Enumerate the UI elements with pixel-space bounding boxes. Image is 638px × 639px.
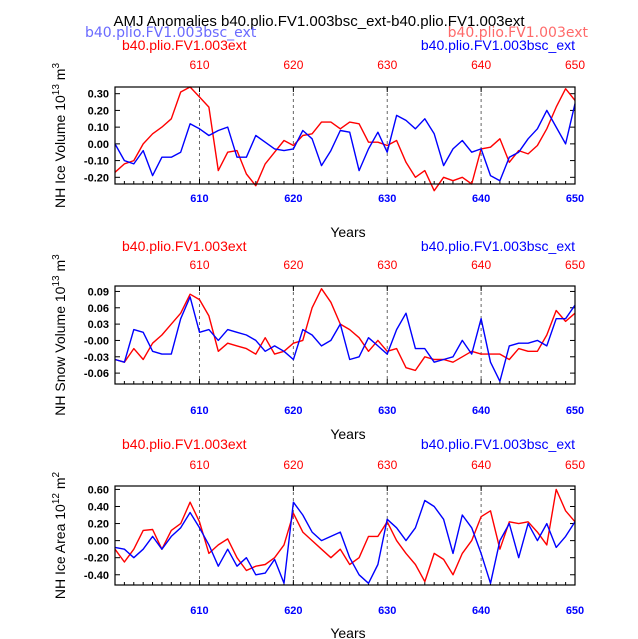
y-tick-label: -0.00 xyxy=(84,335,109,347)
y-tick-label: -0.20 xyxy=(84,553,109,565)
x-tick-label-top: 650 xyxy=(565,258,585,272)
x-tick-label-bottom: 610 xyxy=(190,605,208,617)
y-axis-label-exponent: 2 xyxy=(51,471,62,477)
y-tick-label: 0.60 xyxy=(88,484,109,496)
series-line-red xyxy=(114,488,576,583)
x-tick-label-top: 640 xyxy=(471,458,491,472)
x-tick-label-top: 610 xyxy=(189,458,209,472)
x-tick-label-bottom: 620 xyxy=(284,405,302,417)
y-axis-label-text: m xyxy=(52,69,68,85)
x-tick-label-top: 650 xyxy=(565,58,585,72)
y-axis-label-text: m xyxy=(52,477,68,493)
x-tick-label-bottom: 610 xyxy=(190,193,208,205)
x-tick-label-bottom: 640 xyxy=(472,405,490,417)
x-tick-label-top: 620 xyxy=(283,258,303,272)
y-axis-label-exponent: 3 xyxy=(51,254,62,260)
x-tick-label-bottom: 650 xyxy=(566,605,584,617)
x-axis-label: Years xyxy=(330,224,365,240)
y-axis-label-text: m xyxy=(52,260,68,276)
x-tick-label-bottom: 650 xyxy=(566,405,584,417)
x-tick-label-top: 630 xyxy=(377,458,397,472)
y-axis-label: NH Ice Volume 1013 m3 xyxy=(51,63,68,209)
y-tick-label: 0.10 xyxy=(88,122,109,134)
y-axis-label-exponent: 12 xyxy=(51,493,62,505)
series-line-red xyxy=(114,288,576,372)
series-line-red xyxy=(114,86,576,192)
y-tick-label: 0.00 xyxy=(88,139,109,151)
y-tick-label: -0.10 xyxy=(84,156,109,168)
y-axis-label-text: NH Ice Area 10 xyxy=(52,504,68,599)
x-tick-label-top: 610 xyxy=(189,258,209,272)
y-tick-label: 0.20 xyxy=(88,105,109,117)
y-axis-label-text: NH Snow Volume 10 xyxy=(52,286,68,415)
x-tick-label-top: 650 xyxy=(565,458,585,472)
x-tick-label-bottom: 630 xyxy=(378,405,396,417)
x-axis-label: Years xyxy=(330,625,365,639)
overlay-label-left: b40.plio.FV1.003bsc_ext xyxy=(85,25,257,41)
y-tick-label: 0.09 xyxy=(88,286,109,298)
panel-header-left: b40.plio.FV1.003ext xyxy=(122,436,247,452)
y-tick-label: -0.20 xyxy=(84,172,109,184)
y-tick-label: 0.06 xyxy=(88,303,109,315)
y-axis-label: NH Ice Area 1012 m2 xyxy=(51,471,68,599)
x-tick-label-top: 610 xyxy=(189,58,209,72)
y-tick-label: 0.40 xyxy=(88,501,109,513)
x-tick-label-top: 630 xyxy=(377,58,397,72)
x-tick-label-bottom: 640 xyxy=(472,605,490,617)
plot-frame xyxy=(114,86,576,185)
panel-header-right: b40.plio.FV1.003bsc_ext xyxy=(421,37,575,53)
panel-header-left: b40.plio.FV1.003ext xyxy=(122,37,247,53)
panel-header-right: b40.plio.FV1.003bsc_ext xyxy=(421,436,575,452)
panel-header-right: b40.plio.FV1.003bsc_ext xyxy=(421,238,575,254)
x-tick-label-top: 640 xyxy=(471,258,491,272)
x-tick-label-top: 630 xyxy=(377,258,397,272)
chart-panel-1: b40.plio.FV1.003ext b40.plio.FV1.003bsc_e… xyxy=(51,37,585,240)
x-tick-label-top: 640 xyxy=(471,58,491,72)
y-tick-label: -0.40 xyxy=(84,570,109,582)
y-tick-label: 0.30 xyxy=(88,89,109,101)
x-tick-label-bottom: 630 xyxy=(378,193,396,205)
y-tick-label: 0.00 xyxy=(88,536,109,548)
x-tick-label-bottom: 620 xyxy=(284,193,302,205)
y-axis-label: NH Snow Volume 1013 m3 xyxy=(51,254,68,416)
x-tick-label-bottom: 610 xyxy=(190,405,208,417)
x-tick-label-bottom: 650 xyxy=(566,193,584,205)
x-tick-label-bottom: 640 xyxy=(472,193,490,205)
series-line-blue xyxy=(114,296,576,382)
series-line-blue xyxy=(114,103,576,182)
x-tick-label-top: 620 xyxy=(283,458,303,472)
chart-panel-3: b40.plio.FV1.003ext b40.plio.FV1.003bsc_e… xyxy=(51,436,585,639)
panel-header-left: b40.plio.FV1.003ext xyxy=(122,238,247,254)
y-tick-label: 0.03 xyxy=(88,319,109,331)
y-axis-label-text: NH Ice Volume 10 xyxy=(52,95,68,208)
y-axis-label-exponent: 13 xyxy=(51,275,62,287)
overlay-label-right: b40.plio.FV1.003ext xyxy=(448,25,589,41)
x-tick-label-bottom: 630 xyxy=(378,605,396,617)
plot-frame xyxy=(114,285,576,385)
x-axis-label: Years xyxy=(330,426,365,442)
y-axis-label-exponent: 13 xyxy=(51,84,62,96)
y-tick-label: 0.20 xyxy=(88,519,109,531)
y-tick-label: -0.06 xyxy=(84,368,109,380)
y-tick-label: -0.03 xyxy=(84,352,109,364)
x-tick-label-bottom: 620 xyxy=(284,605,302,617)
plot-frame xyxy=(114,485,576,586)
series-line-blue xyxy=(114,499,576,584)
chart-panel-2: b40.plio.FV1.003ext b40.plio.FV1.003bsc_e… xyxy=(51,238,585,442)
x-tick-label-top: 620 xyxy=(283,58,303,72)
y-axis-label-exponent: 3 xyxy=(51,63,62,69)
figure-title: AMJ Anomalies b40.plio.FV1.003bsc_ext-b4… xyxy=(113,13,525,30)
